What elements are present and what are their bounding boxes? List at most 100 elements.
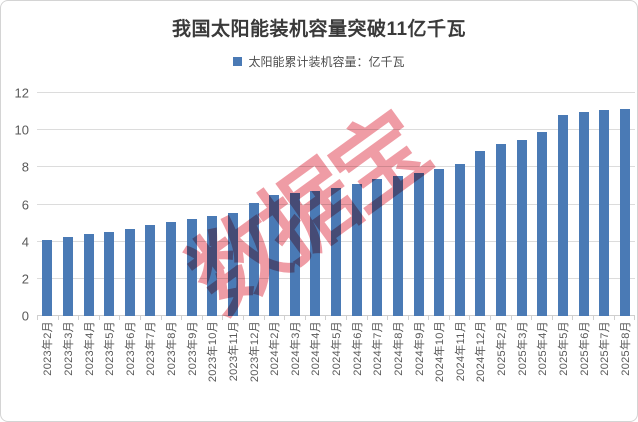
bar (227, 212, 238, 316)
legend: 太阳能累计装机容量：亿千瓦 (1, 54, 637, 69)
bar-slot (553, 93, 574, 316)
bar (496, 143, 507, 316)
bar-slot (367, 93, 388, 316)
axis-tick (304, 316, 326, 320)
x-label-slot: 2023年9月 (181, 321, 202, 419)
legend-label: 太阳能累计装机容量：亿千瓦 (248, 54, 405, 69)
bar (392, 176, 403, 316)
bar-slot (408, 93, 429, 316)
x-axis-tick-label: 2024年9月 (413, 321, 426, 376)
bar-slot (243, 93, 264, 316)
legend-swatch-icon (233, 56, 243, 66)
x-label-slot: 2025年3月 (511, 321, 532, 419)
x-label-slot: 2024年10月 (429, 321, 450, 419)
x-label-slot: 2024年7月 (367, 321, 388, 419)
axis-tick (428, 316, 449, 320)
x-axis-tick-label: 2023年3月 (62, 321, 75, 376)
bar-slot (264, 93, 285, 316)
x-axis-tick-label: 2023年4月 (83, 321, 96, 376)
x-label-slot: 2023年2月 (37, 321, 58, 419)
x-label-slot: 2024年4月 (305, 321, 326, 419)
x-label-slot: 2023年6月 (120, 321, 141, 419)
axis-tick (551, 316, 573, 320)
y-axis-tick-label: 12 (14, 85, 29, 101)
x-axis-tick-label: 2023年8月 (166, 321, 179, 376)
axis-tick (366, 316, 388, 320)
x-label-slot: 2024年6月 (346, 321, 367, 419)
axis-tick (78, 316, 99, 320)
bar-slot (594, 93, 615, 316)
x-axis-tick-label: 2025年8月 (619, 321, 632, 376)
x-label-slot: 2024年12月 (470, 321, 491, 419)
axis-tick (325, 316, 346, 320)
y-axis-tick-label: 4 (21, 234, 29, 250)
x-axis-tick-label: 2023年5月 (104, 321, 117, 376)
axis-tick (593, 316, 614, 320)
x-axis-tick-label: 2023年10月 (207, 321, 220, 383)
bar (248, 202, 259, 316)
bar-slot (470, 93, 491, 316)
bar-slot (223, 93, 244, 316)
bar (413, 172, 424, 316)
bar-slot (37, 93, 58, 316)
bar (42, 239, 53, 316)
bar (557, 115, 568, 316)
bar-slot (285, 93, 306, 316)
axis-tick (37, 316, 58, 320)
y-axis-tick-label: 10 (14, 122, 29, 138)
x-axis-tick-label: 2024年5月 (331, 321, 344, 376)
x-axis-tick-label: 2023年9月 (186, 321, 199, 376)
bar-slot (120, 93, 141, 316)
x-axis-tick-label: 2024年7月 (372, 321, 385, 376)
bar-slot (305, 93, 326, 316)
x-label-slot: 2023年12月 (243, 321, 264, 419)
x-axis-tick-label: 2024年8月 (392, 321, 405, 376)
x-axis-tick-label: 2025年5月 (557, 321, 570, 376)
x-label-slot: 2024年2月 (264, 321, 285, 419)
x-label-slot: 2024年3月 (285, 321, 306, 419)
bar (310, 190, 321, 316)
bar (372, 179, 383, 316)
x-label-slot: 2025年2月 (491, 321, 512, 419)
bar (186, 219, 197, 316)
x-axis-tick-label: 2023年2月 (42, 321, 55, 376)
bar (145, 224, 156, 316)
x-axis: 2023年2月 2023年3月 2023年4月 2023年5月 2023年6月 2023年… (37, 321, 635, 419)
axis-tick (613, 316, 635, 320)
x-axis-tick-label: 2024年3月 (289, 321, 302, 376)
x-label-slot: 2025年8月 (615, 321, 636, 419)
x-label-slot: 2023年7月 (140, 321, 161, 419)
gridline (37, 166, 635, 168)
y-axis-tick-label: 8 (21, 159, 29, 175)
x-axis-tick-label: 2023年6月 (124, 321, 137, 376)
bar-slot (161, 93, 182, 316)
bar (537, 132, 548, 316)
bar-slot (511, 93, 532, 316)
axis-tick (345, 316, 367, 320)
axis-tick (448, 316, 470, 320)
chart-title: 我国太阳能装机容量突破11亿千瓦 (171, 19, 467, 40)
bar (599, 109, 610, 316)
x-axis-tick-label: 2025年2月 (496, 321, 509, 376)
bar-slot (388, 93, 409, 316)
x-axis-tick-label: 2025年7月 (599, 321, 612, 376)
bar (578, 111, 589, 316)
bar-slot (615, 93, 636, 316)
bar (331, 187, 342, 316)
gridline (37, 129, 635, 131)
axis-tick (387, 316, 408, 320)
x-label-slot: 2023年10月 (202, 321, 223, 419)
x-axis-tick-label: 2023年11月 (227, 321, 240, 382)
bar-series (37, 93, 635, 316)
bar (619, 108, 630, 316)
x-axis-tick-row (37, 316, 635, 320)
bar (104, 232, 115, 316)
bar (475, 151, 486, 316)
bar-slot (140, 93, 161, 316)
x-label-slot: 2023年5月 (99, 321, 120, 419)
gridline (37, 92, 635, 93)
axis-tick (98, 316, 120, 320)
x-label-slot: 2025年4月 (532, 321, 553, 419)
plot-area (37, 92, 635, 320)
bar-slot (429, 93, 450, 316)
